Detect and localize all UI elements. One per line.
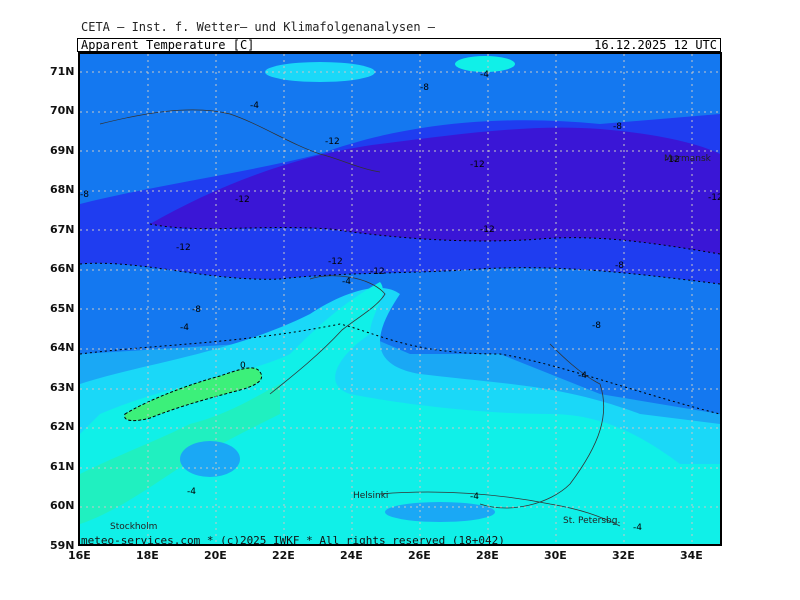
contour-label: -4 bbox=[187, 487, 196, 497]
lat-label: 68N bbox=[50, 183, 75, 196]
contour-labels: -4 -4 -8 -8 -12 -12 -12 -12 -12 -12 -12 … bbox=[80, 70, 720, 533]
contour-label: 0 bbox=[240, 361, 246, 371]
map-canvas: -4 -4 -8 -8 -12 -12 -12 -12 -12 -12 -12 … bbox=[80, 54, 720, 544]
gulf-bothnia-coast bbox=[269, 275, 386, 395]
contour-label: -12 bbox=[470, 160, 485, 170]
arctic-mild-patch bbox=[455, 56, 515, 72]
contour-label: -12 bbox=[325, 137, 340, 147]
lat-label: 60N bbox=[50, 499, 75, 512]
lat-label: 65N bbox=[50, 302, 75, 315]
lat-label: 62N bbox=[50, 420, 75, 433]
lon-label: 30E bbox=[544, 549, 567, 562]
contour-label: -12 bbox=[176, 243, 191, 253]
contour-label: -12 bbox=[708, 193, 720, 203]
lon-label: 28E bbox=[476, 549, 499, 562]
contour-label: -8 bbox=[192, 305, 201, 315]
contour-label: -4 bbox=[633, 523, 642, 533]
lat-label: 67N bbox=[50, 223, 75, 236]
city-murmansk: Murmansk bbox=[664, 154, 712, 164]
warm-zone bbox=[80, 384, 280, 524]
contour-label: -4 bbox=[342, 277, 351, 287]
contour-label: -12 bbox=[665, 155, 680, 165]
lon-label: 18E bbox=[136, 549, 159, 562]
lake-ladoga-border bbox=[479, 343, 605, 509]
contour-label: -8 bbox=[613, 122, 622, 132]
lon-label: 22E bbox=[272, 549, 295, 562]
lon-label: 34E bbox=[680, 549, 703, 562]
lon-label: 32E bbox=[612, 549, 635, 562]
contour-label: -4 bbox=[470, 492, 479, 502]
lat-label: 69N bbox=[50, 144, 75, 157]
gulf-finland-cool bbox=[385, 502, 495, 522]
gulf-finland-coast bbox=[379, 491, 621, 527]
valid-time-label: 16.12.2025 12 UTC bbox=[594, 38, 717, 52]
city-helsinki: Helsinki bbox=[353, 491, 388, 501]
variable-label: Apparent_Temperature [C] bbox=[81, 38, 255, 52]
copyright-footer: meteo-services.com * (c)2025 IWKF * All … bbox=[81, 534, 505, 547]
warmest-zone bbox=[124, 367, 263, 422]
contour-label: -12 bbox=[235, 195, 250, 205]
contour-label: -8 bbox=[420, 83, 429, 93]
contour-label: -12 bbox=[370, 267, 385, 277]
lat-label: 61N bbox=[50, 460, 75, 473]
contour-8 bbox=[80, 262, 720, 285]
lon-label: 26E bbox=[408, 549, 431, 562]
map-source-header: CETA — Inst. f. Wetter— und Klimafolgena… bbox=[81, 20, 436, 34]
arctic-ocean bbox=[80, 54, 720, 109]
norway-coast bbox=[99, 109, 381, 173]
cold-pocket-sweden bbox=[180, 441, 240, 477]
lat-label: 70N bbox=[50, 104, 75, 117]
weather-map[interactable]: -4 -4 -8 -8 -12 -12 -12 -12 -12 -12 -12 … bbox=[78, 52, 722, 546]
lon-label: 24E bbox=[340, 549, 363, 562]
lon-label: 16E bbox=[68, 549, 91, 562]
contour-label: -8 bbox=[615, 261, 624, 271]
city-st-petersburg: St. Petersbg. bbox=[563, 516, 620, 526]
contour-label: -12 bbox=[328, 257, 343, 267]
lat-label: 59N bbox=[50, 539, 75, 552]
contour-label: -4 bbox=[480, 70, 489, 80]
contour-4 bbox=[80, 323, 720, 415]
lat-label: 64N bbox=[50, 341, 75, 354]
map-grid bbox=[80, 54, 720, 544]
contour-12 bbox=[149, 223, 720, 255]
contour-label: -8 bbox=[592, 321, 601, 331]
lat-label: 63N bbox=[50, 381, 75, 394]
contour-label: -12 bbox=[480, 225, 495, 235]
mild-zone bbox=[80, 282, 720, 544]
lat-label: 66N bbox=[50, 262, 75, 275]
contour-label: -4 bbox=[250, 101, 259, 111]
contour-label: -8 bbox=[80, 190, 89, 200]
title-bar: Apparent_Temperature [C] 16.12.2025 12 U… bbox=[77, 38, 721, 52]
contour-label: -4 bbox=[578, 371, 587, 381]
city-stockholm: Stockholm bbox=[110, 522, 157, 532]
lon-label: 20E bbox=[204, 549, 227, 562]
lat-label: 71N bbox=[50, 65, 75, 78]
contour-label: -4 bbox=[180, 323, 189, 333]
